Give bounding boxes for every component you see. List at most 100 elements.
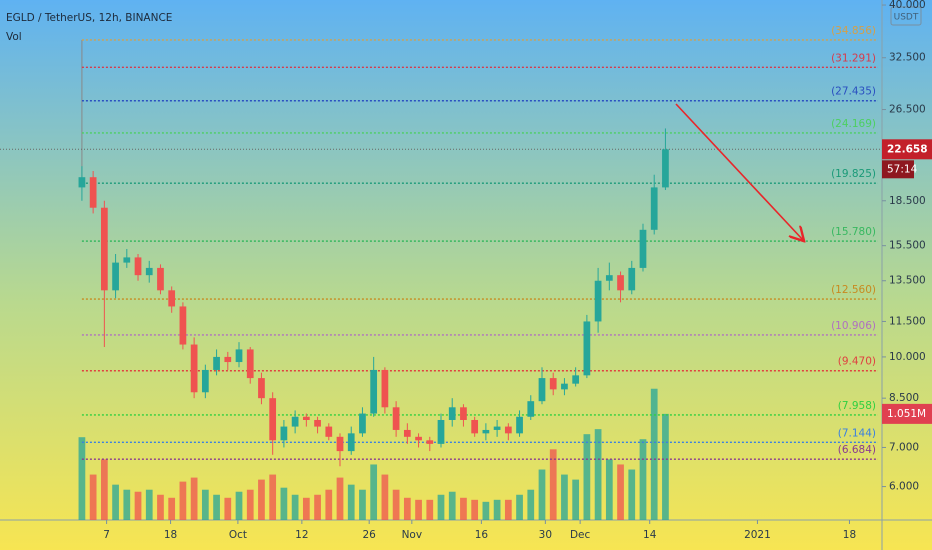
y-tick-label: 15.500 [889, 240, 926, 252]
candle-body [179, 306, 187, 345]
volume-bar [157, 494, 164, 520]
volume-bar [392, 489, 400, 520]
candle-body [291, 416, 299, 427]
volume-bar [628, 469, 636, 520]
candle-body [157, 267, 164, 291]
candle-body [504, 426, 512, 434]
candle-body [258, 378, 265, 399]
chart-title: EGLD / TetherUS, 12h, BINANCE [6, 12, 172, 24]
level-label: (15.780) [831, 226, 876, 238]
candle-body [594, 280, 602, 322]
level-label: (7.144) [838, 427, 876, 439]
candle-body [437, 419, 445, 444]
candle-body [583, 321, 591, 376]
volume-bar [549, 449, 557, 520]
candle-body [561, 383, 568, 390]
level-label: (10.906) [831, 320, 876, 332]
volume-bar [291, 494, 299, 520]
candle-body [392, 407, 400, 430]
volume-bar [100, 459, 108, 520]
candle-body [415, 436, 422, 441]
candle-body [538, 378, 546, 402]
volume-bar [493, 499, 501, 520]
candle-body [639, 229, 647, 268]
candle-body [403, 429, 411, 437]
candle-body [482, 429, 490, 434]
volume-bar [437, 494, 445, 520]
candle-body [347, 433, 355, 452]
volume-bar [258, 479, 265, 520]
volume-bar [448, 491, 456, 520]
y-tick-label: 26.500 [889, 104, 926, 116]
candle-body [213, 356, 220, 370]
volume-bar [359, 489, 366, 520]
level-label: (31.291) [831, 52, 876, 64]
candle-body [381, 369, 389, 408]
volume-bar [145, 489, 153, 520]
volume-bar [426, 499, 434, 520]
candle-body [123, 257, 131, 263]
x-tick-label: 30 [539, 529, 552, 541]
candle-body [471, 419, 479, 434]
volume-label: Vol [6, 31, 22, 43]
candle-body [78, 177, 86, 188]
volume-bar [347, 484, 355, 520]
volume-bar [179, 481, 187, 520]
y-tick-label: 40.000 [889, 0, 926, 11]
candle-body [370, 369, 378, 414]
volume-bar [415, 499, 422, 520]
candle-body [527, 401, 535, 417]
x-tick-label: Dec [570, 529, 591, 541]
volume-bar [89, 474, 97, 520]
level-label: (12.560) [831, 284, 876, 296]
candle-body [549, 378, 557, 390]
volume-bar [403, 497, 411, 520]
y-tick-label: 32.500 [889, 52, 926, 64]
volume-bar [325, 489, 333, 520]
candle-body [134, 257, 142, 276]
volume-bar [605, 459, 613, 520]
volume-bar [123, 489, 131, 520]
y-tick-label: 18.500 [889, 195, 926, 207]
volume-bar [213, 494, 220, 520]
candle-body [460, 407, 467, 420]
candle-body [112, 262, 119, 291]
candle-body [190, 344, 198, 393]
volume-bar [561, 474, 568, 520]
volume-bar [572, 479, 580, 520]
level-label: (9.470) [838, 356, 876, 368]
candle-body [325, 426, 333, 437]
trend-arrow [675, 103, 803, 240]
volume-bar [594, 429, 602, 520]
candle-body [650, 187, 658, 230]
candle-body [246, 349, 254, 379]
x-tick-label: 18 [164, 529, 177, 541]
candle-body [516, 416, 523, 434]
volume-bar [280, 487, 288, 520]
y-tick-label: 8.500 [889, 392, 919, 404]
volume-bar [460, 497, 467, 520]
volume-bar [370, 464, 378, 520]
level-label: (6.684) [838, 444, 876, 456]
volume-bar [235, 491, 243, 520]
x-tick-label: 26 [362, 529, 376, 541]
volume-bar [78, 437, 86, 520]
currency-box[interactable] [890, 6, 922, 26]
candle-body [426, 440, 434, 444]
volume-bar [471, 499, 479, 520]
volume-bar [504, 499, 512, 520]
candle-body [572, 375, 580, 384]
candle-body [628, 267, 636, 291]
volume-value-label: 1.051M [887, 408, 926, 420]
volume-bar [639, 439, 647, 520]
x-tick-label: 16 [475, 529, 489, 541]
candle-body [336, 436, 344, 452]
x-tick-label: Nov [402, 529, 423, 541]
level-label: (19.825) [831, 168, 876, 180]
candle-body [605, 275, 613, 281]
candle-body [269, 398, 277, 441]
volume-bar [662, 413, 669, 520]
currency[interactable]: USDT [894, 13, 919, 23]
x-tick-label: 14 [643, 529, 657, 541]
